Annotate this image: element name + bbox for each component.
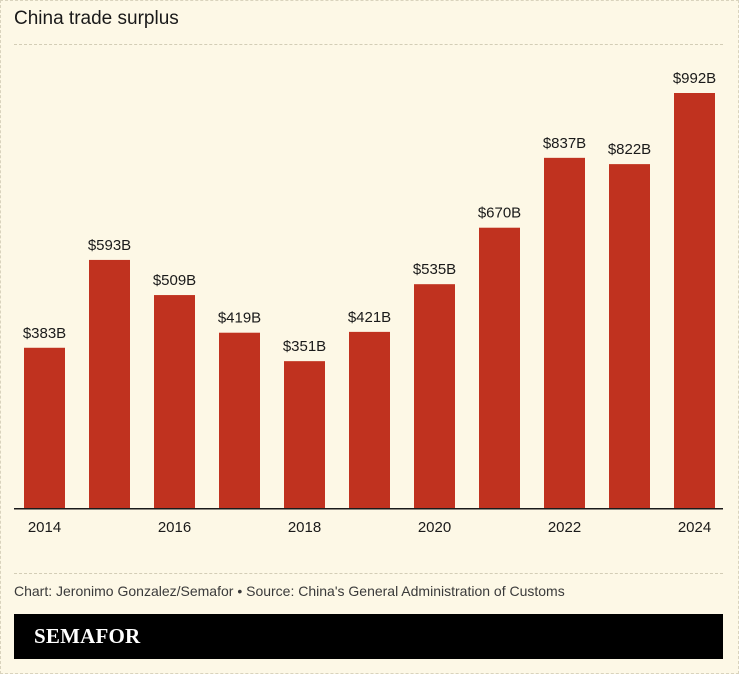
x-tick-label: 2014 bbox=[28, 519, 61, 536]
x-tick-label: 2018 bbox=[288, 519, 321, 536]
bar-value-label: $351B bbox=[283, 338, 326, 355]
bottom-divider bbox=[14, 573, 723, 574]
bar-2024 bbox=[674, 93, 715, 508]
bar-value-label: $509B bbox=[153, 272, 196, 289]
chart-credit: Chart: Jeronimo Gonzalez/Semafor • Sourc… bbox=[14, 583, 565, 599]
x-tick-label: 2024 bbox=[678, 519, 711, 536]
bar-value-label: $419B bbox=[218, 310, 261, 327]
bar-value-label: $421B bbox=[348, 309, 391, 326]
bar-chart: $383B $593B $509B $419B $351B $421B $535B $670B… bbox=[14, 70, 723, 536]
bar-2021 bbox=[479, 227, 520, 509]
bar-value-label: $992B bbox=[673, 70, 716, 87]
bar-value-label: $535B bbox=[413, 261, 456, 278]
bars-group bbox=[24, 93, 715, 509]
bar-2018 bbox=[284, 361, 325, 508]
bar-value-label: $837B bbox=[543, 135, 586, 152]
x-tick-labels-group: 2014 2016 2018 2020 2022 2024 bbox=[28, 519, 711, 536]
bar-value-label: $383B bbox=[23, 325, 66, 342]
x-tick-label: 2016 bbox=[158, 519, 191, 536]
bar-2019 bbox=[349, 331, 390, 508]
bar-value-label: $822B bbox=[608, 141, 651, 158]
bar-value-label: $670B bbox=[478, 205, 521, 222]
bar-2016 bbox=[154, 295, 195, 508]
x-tick-label: 2022 bbox=[548, 519, 581, 536]
brand-logo: SEMAFOR bbox=[34, 624, 141, 648]
x-tick-label: 2020 bbox=[418, 519, 451, 536]
top-divider bbox=[14, 44, 723, 45]
bar-2020 bbox=[414, 284, 455, 508]
chart-title: China trade surplus bbox=[14, 8, 179, 29]
bar-2022 bbox=[544, 157, 585, 508]
bar-value-label: $593B bbox=[88, 237, 131, 254]
bar-2015 bbox=[89, 259, 130, 508]
bar-2017 bbox=[219, 332, 260, 508]
bar-2014 bbox=[24, 347, 65, 508]
bar-labels-group: $383B $593B $509B $419B $351B $421B $535B $670B… bbox=[23, 70, 716, 355]
bar-2023 bbox=[609, 164, 650, 508]
brand-bar: SEMAFOR bbox=[14, 614, 723, 659]
